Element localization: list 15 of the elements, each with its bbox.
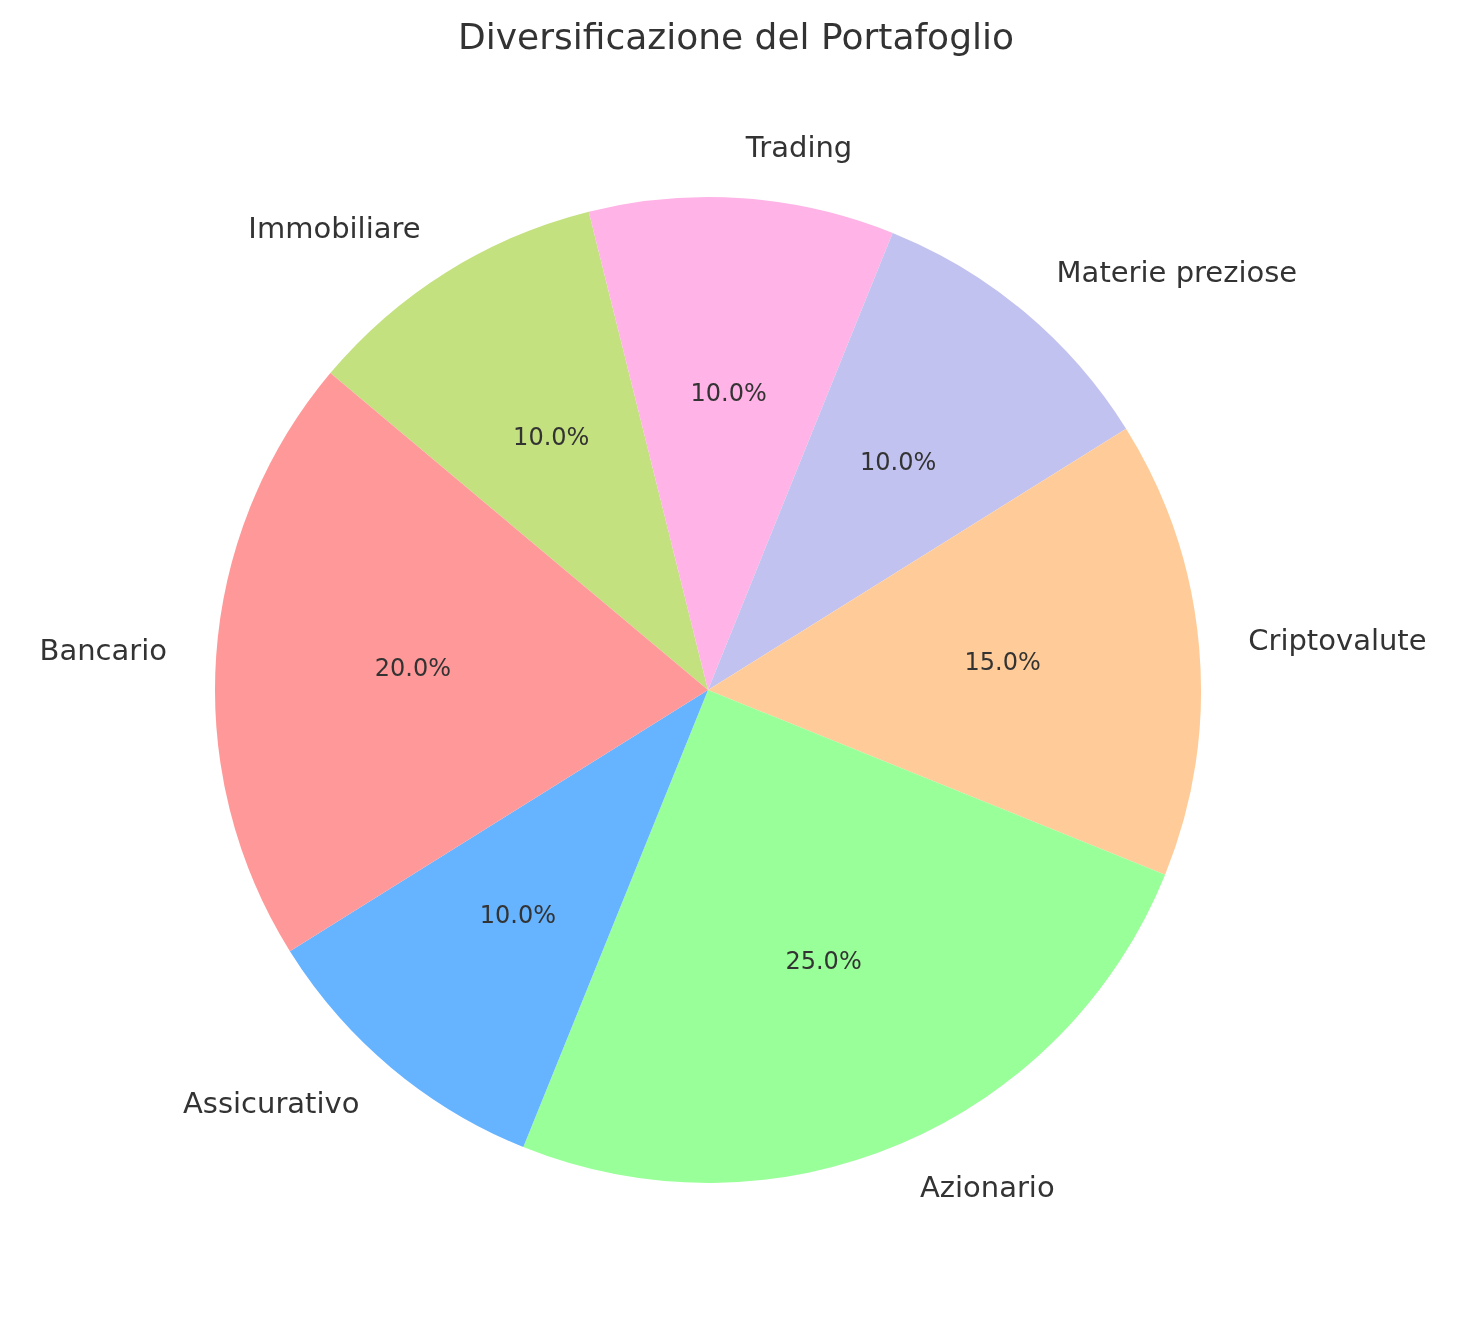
data-label: 10.0%	[479, 900, 556, 929]
data-label: 15.0%	[964, 648, 1041, 677]
data-label: 25.0%	[785, 946, 862, 975]
slice-label: Assicurativo	[182, 1085, 360, 1120]
chart-title: Diversificazione del Portafoglio	[457, 16, 1015, 58]
data-label: 10.0%	[690, 379, 767, 408]
data-label: 10.0%	[513, 423, 590, 452]
data-label: 10.0%	[860, 447, 937, 476]
slice-label: Criptovalute	[1248, 623, 1427, 658]
slice-label: Azionario	[919, 1169, 1055, 1204]
slice-label: Trading	[744, 129, 853, 164]
slice-label: Immobiliare	[248, 210, 421, 245]
slice-label: Bancario	[39, 632, 168, 667]
data-label: 20.0%	[374, 653, 452, 682]
slice-label: Materie preziose	[1056, 255, 1298, 290]
